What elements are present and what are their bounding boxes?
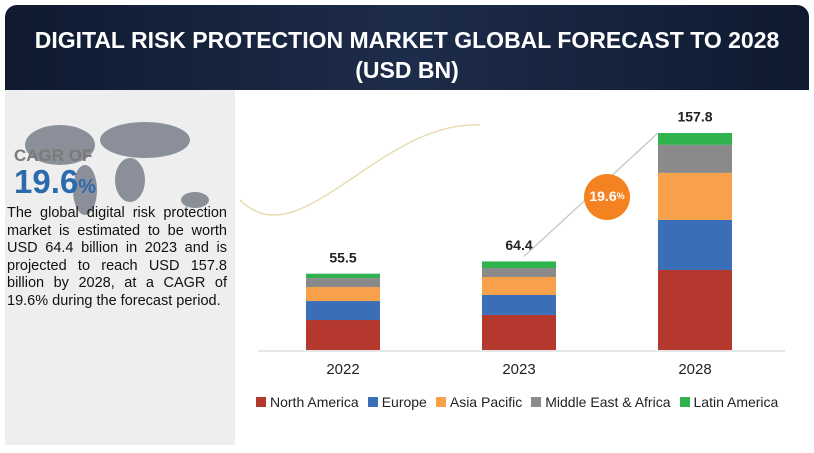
legend-item: Middle East & Africa <box>531 394 671 410</box>
legend-label: Middle East & Africa <box>545 394 671 410</box>
legend-label: Asia Pacific <box>449 394 523 410</box>
total-label: 55.5 <box>329 249 356 265</box>
x-tick-label: 2028 <box>678 361 711 378</box>
bar-segment <box>482 294 556 315</box>
cagr-badge-label: 19.6% <box>589 188 624 204</box>
bar-segment <box>306 273 380 279</box>
legend-item: Europe <box>367 394 427 410</box>
header <box>5 5 809 90</box>
legend-swatch <box>367 397 378 407</box>
x-tick-label: 2022 <box>326 361 359 378</box>
x-tick-label: 2023 <box>502 361 535 378</box>
description: The global digital risk protection marke… <box>7 205 227 309</box>
bar-segment <box>306 287 380 302</box>
cagr-heading: CAGR OF <box>14 146 93 165</box>
cagr-number: 19.6 <box>14 163 79 200</box>
legend-label: Latin America <box>693 394 779 410</box>
legend-item: Asia Pacific <box>435 394 523 410</box>
cagr-unit: % <box>78 176 97 198</box>
bar-segment <box>482 261 556 269</box>
bar-segment <box>658 219 732 270</box>
bar-segment <box>658 133 732 145</box>
bar-segment <box>306 301 380 321</box>
legend-label: Europe <box>381 394 427 410</box>
bar-segment <box>658 144 732 173</box>
cagr-badge-unit: % <box>617 191 625 201</box>
chart-title: DIGITAL RISK PROTECTION MARKET GLOBAL FO… <box>34 27 780 83</box>
legend-item: Latin America <box>679 394 779 410</box>
total-label: 157.8 <box>677 109 712 125</box>
bar-segment <box>658 269 732 350</box>
legend-swatch <box>435 397 446 407</box>
legend-label: North America <box>270 394 359 410</box>
cagr-badge <box>584 174 630 220</box>
legend-item: North America <box>256 394 359 410</box>
bar-segment <box>658 172 732 220</box>
sidebar <box>5 90 235 445</box>
bar-segment <box>482 276 556 295</box>
cagr-value: 19.6% <box>14 163 96 201</box>
cagr-badge-value: 19.6 <box>589 188 616 204</box>
bar-segment <box>306 278 380 288</box>
total-label: 64.4 <box>505 237 532 253</box>
legend-swatch <box>679 397 690 407</box>
legend-swatch <box>531 397 542 407</box>
legend-swatch <box>256 397 266 407</box>
world-map <box>25 122 209 215</box>
bar-segment <box>482 314 556 350</box>
legend: North America Europe Asia Pacific Middle Ea… <box>256 394 778 410</box>
bar-segment <box>306 320 380 350</box>
bar-segment <box>482 268 556 277</box>
